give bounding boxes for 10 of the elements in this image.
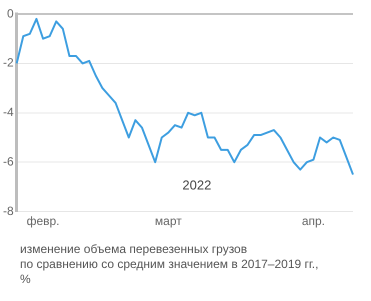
y-tick-label: -6 <box>3 154 14 169</box>
x-tick-label: март <box>154 214 182 228</box>
annotation: 2022 <box>182 177 212 192</box>
y-tick-label: -4 <box>3 105 14 120</box>
y-tick-label: -8 <box>3 204 14 218</box>
text: изменение объема перевезенных грузов по сравнению со средним значением в 2017–2019 гг., % <box>20 242 320 287</box>
y-tick-label: 0 <box>6 6 14 20</box>
y-tick-label: -2 <box>3 56 14 70</box>
x-tick-label: апр. <box>302 214 326 228</box>
x-tick-label: февр. <box>26 214 60 228</box>
